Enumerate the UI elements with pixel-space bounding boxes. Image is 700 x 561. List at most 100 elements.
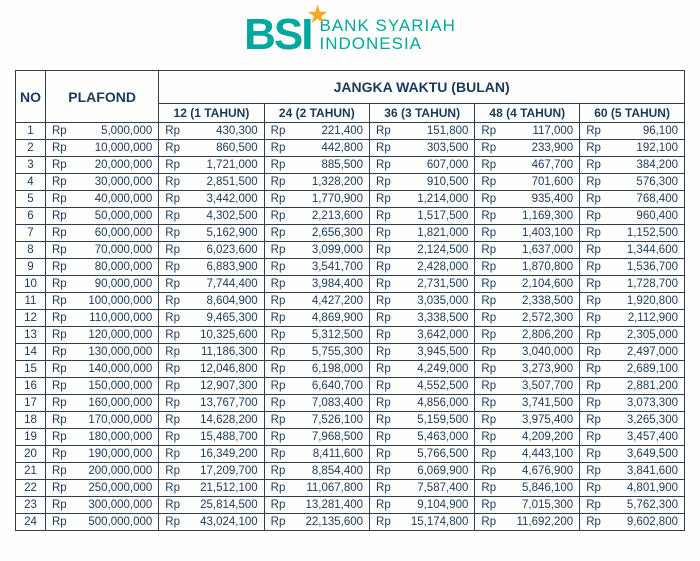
currency-label: Rp [50, 516, 67, 528]
currency-label: Rp [163, 278, 180, 290]
amount-value: 5,162,900 [206, 227, 259, 239]
currency-label: Rp [163, 431, 180, 443]
cell-value: Rp3,649,500 [580, 446, 685, 463]
cell-no: 6 [16, 208, 46, 225]
cell-plafond: Rp140,000,000 [46, 361, 159, 378]
header-col-48: 48 (4 TAHUN) [475, 104, 580, 123]
cell-value: Rp 1,721,000 [159, 157, 264, 174]
cell-plafond: Rp80,000,000 [46, 259, 159, 276]
cell-value: Rp1,328,200 [264, 174, 369, 191]
amount-value: 100,000,000 [88, 295, 154, 307]
amount-value: 1,721,000 [206, 159, 259, 171]
currency-label: Rp [50, 499, 67, 511]
currency-label: Rp [479, 312, 496, 324]
cell-value: Rp7,526,100 [264, 412, 369, 429]
currency-label: Rp [163, 159, 180, 171]
amount-value: 576,300 [636, 176, 680, 188]
amount-value: 442,800 [321, 142, 365, 154]
amount-value: 1,637,000 [522, 244, 575, 256]
amount-value: 17,209,700 [200, 465, 260, 477]
cell-value: Rp3,975,400 [475, 412, 580, 429]
cell-value: Rp117,000 [475, 123, 580, 140]
currency-label: Rp [163, 193, 180, 205]
cell-value: Rp 17,209,700 [159, 463, 264, 480]
cell-value: Rp2,572,300 [475, 310, 580, 327]
amount-value: 170,000,000 [88, 414, 154, 426]
currency-label: Rp [163, 380, 180, 392]
cell-value: Rp1,870,800 [475, 259, 580, 276]
amount-value: 2,112,900 [628, 312, 680, 324]
table-row: 9Rp80,000,000Rp6,883,900Rp3,541,700Rp2,4… [16, 259, 685, 276]
currency-label: Rp [163, 397, 180, 409]
amount-value: 70,000,000 [95, 244, 155, 256]
amount-value: 11,067,800 [306, 482, 365, 494]
currency-label: Rp [479, 159, 496, 171]
cell-no: 3 [16, 157, 46, 174]
currency-label: Rp [479, 346, 496, 358]
amount-value: 10,325,600 [200, 329, 260, 341]
cell-value: Rp233,900 [475, 140, 580, 157]
currency-label: Rp [584, 499, 601, 511]
cell-value: Rp1,517,500 [370, 208, 475, 225]
cell-no: 22 [16, 480, 46, 497]
table-header: NO PLAFOND JANGKA WAKTU (BULAN) 12 (1 TA… [16, 71, 685, 123]
currency-label: Rp [479, 278, 496, 290]
currency-label: Rp [584, 295, 601, 307]
amount-value: 12,046,800 [200, 363, 260, 375]
cell-no: 1 [16, 123, 46, 140]
currency-label: Rp [163, 142, 180, 154]
amount-value: 3,442,000 [206, 193, 259, 205]
table-row: 7Rp60,000,000Rp5,162,900Rp2,656,300Rp1,8… [16, 225, 685, 242]
cell-value: Rp25,814,500 [159, 497, 264, 514]
cell-value: Rp442,800 [264, 140, 369, 157]
amount-value: 22,135,600 [305, 516, 365, 528]
cell-plafond: Rp160,000,000 [46, 395, 159, 412]
amount-value: 8,854,400 [312, 465, 365, 477]
cell-no: 10 [16, 276, 46, 293]
currency-label: Rp [163, 312, 180, 324]
cell-value: Rp7,587,400 [370, 480, 475, 497]
currency-label: Rp [584, 397, 601, 409]
cell-plafond: Rp200,000,000 [46, 463, 159, 480]
cell-value: Rp1,152,500 [580, 225, 685, 242]
currency-label: Rp [269, 499, 286, 511]
amount-value: 960,400 [636, 210, 680, 222]
table-row: 14Rp130,000,000Rp11,186,300Rp5,755,300Rp… [16, 344, 685, 361]
table-row: 22Rp250,000,000Rp21,512,100Rp11,067,800R… [16, 480, 685, 497]
currency-label: Rp [163, 465, 180, 477]
cell-value: Rp1,169,300 [475, 208, 580, 225]
amount-value: 2,497,000 [627, 346, 680, 358]
currency-label: Rp [374, 244, 391, 256]
amount-value: 1,403,100 [522, 227, 575, 239]
currency-label: Rp [50, 210, 67, 222]
cell-value: Rp16,349,200 [159, 446, 264, 463]
currency-label: Rp [479, 142, 496, 154]
cell-value: Rp2,806,200 [475, 327, 580, 344]
amount-value: 250,000,000 [88, 482, 154, 494]
cell-plafond: Rp190,000,000 [46, 446, 159, 463]
currency-label: Rp [50, 244, 67, 256]
amount-value: 430,300 [216, 125, 260, 137]
cell-plafond: Rp60,000,000 [46, 225, 159, 242]
cell-value: Rp430,300 [159, 123, 264, 140]
cell-plafond: Rp 70,000,000 [46, 242, 159, 259]
amount-value: 3,035,000 [417, 295, 470, 307]
cell-plafond: Rp130,000,000 [46, 344, 159, 361]
cell-value: Rp15,174,800 [370, 514, 475, 531]
currency-label: Rp [479, 329, 496, 341]
table-row: 18Rp170,000,000Rp14,628,200Rp7,526,100Rp… [16, 412, 685, 429]
amount-value: 30,000,000 [95, 176, 155, 188]
amount-value: 4,249,000 [417, 363, 470, 375]
table-row: 1Rp5,000,000Rp430,300Rp221,400Rp151,800R… [16, 123, 685, 140]
currency-label: Rp [50, 414, 67, 426]
cell-plafond: Rp100,000,000 [46, 293, 159, 310]
currency-label: Rp [50, 346, 67, 358]
amount-value: 3,073,300 [627, 397, 680, 409]
amount-value: 190,000,000 [88, 448, 154, 460]
cell-value: Rp1,637,000 [475, 242, 580, 259]
cell-value: Rp4,302,500 [159, 208, 264, 225]
amount-value: 7,587,400 [417, 482, 470, 494]
currency-label: Rp [374, 295, 391, 307]
amount-value: 607,000 [427, 159, 471, 171]
amount-value: 2,213,600 [312, 210, 365, 222]
